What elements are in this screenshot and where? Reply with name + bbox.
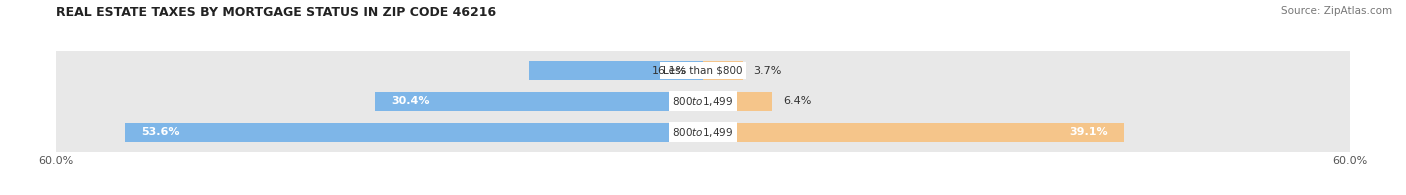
Bar bbox=[530, 61, 703, 80]
Text: 39.1%: 39.1% bbox=[1070, 127, 1108, 137]
Text: $800 to $1,499: $800 to $1,499 bbox=[672, 126, 734, 139]
Text: 3.7%: 3.7% bbox=[754, 66, 782, 76]
Bar bbox=[703, 92, 772, 111]
Text: Less than $800: Less than $800 bbox=[664, 66, 742, 76]
Text: Source: ZipAtlas.com: Source: ZipAtlas.com bbox=[1281, 6, 1392, 16]
Bar bbox=[375, 92, 703, 111]
FancyBboxPatch shape bbox=[48, 50, 1358, 91]
Text: 30.4%: 30.4% bbox=[391, 96, 430, 106]
Text: 53.6%: 53.6% bbox=[142, 127, 180, 137]
FancyBboxPatch shape bbox=[48, 81, 1358, 122]
Bar bbox=[125, 123, 703, 142]
Bar bbox=[703, 123, 1125, 142]
Text: 6.4%: 6.4% bbox=[783, 96, 811, 106]
FancyBboxPatch shape bbox=[48, 112, 1358, 153]
Text: REAL ESTATE TAXES BY MORTGAGE STATUS IN ZIP CODE 46216: REAL ESTATE TAXES BY MORTGAGE STATUS IN … bbox=[56, 6, 496, 19]
Text: 16.1%: 16.1% bbox=[651, 66, 688, 76]
Bar bbox=[703, 61, 742, 80]
Text: $800 to $1,499: $800 to $1,499 bbox=[672, 95, 734, 108]
